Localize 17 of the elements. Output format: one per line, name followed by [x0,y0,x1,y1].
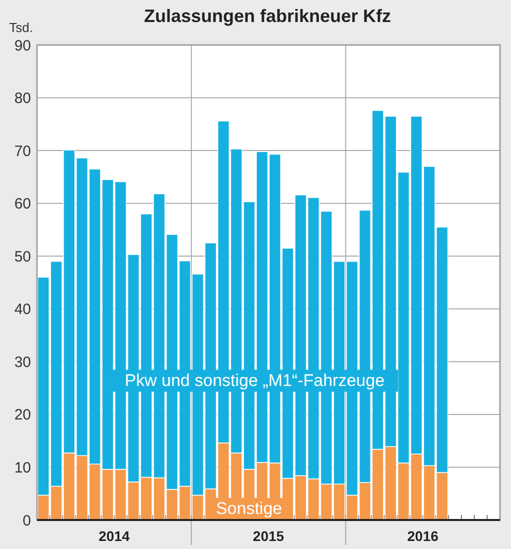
y-tick-label: 10 [14,459,31,476]
y-tick-label: 80 [14,90,31,108]
y-tick-label: 60 [14,196,31,213]
x-tick-label: 2014 [98,528,130,544]
y-tick-label: 50 [14,248,31,266]
y-tick-label: 0 [22,512,31,530]
chart-title: Zulassungen fabrikneuer Kfz [144,6,392,26]
y-tick-label: 30 [14,354,31,371]
y-tick-label: 40 [14,301,31,318]
y-tick-label: 70 [14,142,31,160]
x-tick-label: 2015 [252,528,284,544]
series-label: Sonstige [216,499,282,518]
x-tick-label: 2016 [407,528,439,544]
y-axis-title: Tsd. [9,20,33,35]
y-tick-label: 90 [14,37,31,54]
series-label: Pkw und sonstige „M1“-Fahrzeuge [124,370,385,390]
y-tick-label: 20 [14,406,31,424]
